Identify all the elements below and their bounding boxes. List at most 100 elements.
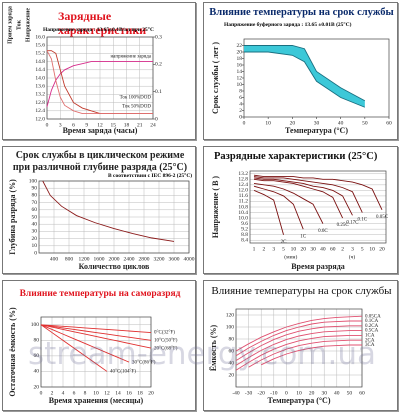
x-tick-label: 60 <box>359 390 365 396</box>
x-unit-label: (ч) <box>349 253 356 260</box>
y2-tick-label: 0 <box>155 116 158 122</box>
chart-panel: 0 10 20 30 40 50 60 70 80 90 100 400 800 1200 1600 2000… <box>2 146 196 274</box>
x-tick-label: 40 <box>338 120 344 126</box>
x-axis-label: Температура (°С) <box>285 126 348 135</box>
y-axis-label: Напряжение ( В ) <box>211 176 220 239</box>
y-tick-label: 10.8 <box>238 204 248 210</box>
y-tick-label: 4 <box>239 101 242 107</box>
series-label: 20°С(68°F) <box>154 346 178 351</box>
series-label: Ток 100%DOD <box>120 96 152 101</box>
x-tick-label: 2 <box>341 246 344 252</box>
x-tick-label: 24 <box>150 122 156 128</box>
x-tick-label: 20 <box>148 390 154 396</box>
chart-title: Влияние температуры на срок службы <box>209 7 394 18</box>
x-axis-label: Время хранения (месяцы) <box>49 396 144 405</box>
x-tick-label: 18 <box>137 390 143 396</box>
series-label: 40°С(104°F) <box>110 370 136 375</box>
y-tick-label: 100 <box>31 322 40 328</box>
x-tick-label: 4 <box>62 390 65 396</box>
series-label: 1C <box>300 234 307 239</box>
y-tick-label: 2 <box>239 108 242 114</box>
chart-subtitle: В соответствии с IEC 896-2 (25°С) <box>108 173 193 179</box>
x-tick-label: 8 <box>84 390 87 396</box>
y-tick-label: 120 <box>226 312 235 318</box>
y-tick-label: 50 <box>32 214 38 220</box>
x-tick-label: 3600 <box>169 256 180 262</box>
series-line <box>253 178 344 219</box>
y-tick-label: 80 <box>32 193 38 199</box>
series-label: напряжение заряда <box>111 55 152 60</box>
y-tick-label: 14.8 <box>35 59 45 65</box>
y-axis-label: Напряжение <box>25 8 31 42</box>
y-tick-label: 8 <box>239 88 242 94</box>
y-tick-label: 60 <box>229 348 235 354</box>
y-tick-label: 18 <box>237 56 243 62</box>
series-line <box>244 45 366 102</box>
y-tick-label: 40 <box>34 369 40 375</box>
series-line <box>253 189 284 235</box>
x-tick-label: 2800 <box>139 256 150 262</box>
chart: 8.48.89.29.610.010.410.811.211.612.012.4… <box>211 170 389 271</box>
x-tick-label: 1600 <box>94 256 105 262</box>
y-tick-label: 8.4 <box>241 237 248 243</box>
x-tick-label: 0 <box>40 390 43 396</box>
x-tick-label: 5 <box>282 246 285 252</box>
y-tick-label: 40 <box>32 221 38 227</box>
chart: 20 40 60 80 100 0 2 4 6 8 10 12 14 16 18 20 Время хранен… <box>8 307 178 405</box>
y-axis-label: Остаточная ёмкость (%) <box>8 307 17 397</box>
series-label: 0.05C <box>376 215 389 220</box>
x-tick-label: 0 <box>243 120 246 126</box>
y-tick-label: 15.2 <box>35 51 45 57</box>
chart-subtitle: Напряжение буферного заряда : 13.65 ±0.0… <box>224 22 352 28</box>
series-line <box>40 324 130 363</box>
series-line <box>253 176 363 213</box>
y-tick-label: 20 <box>32 236 38 242</box>
plot-frame <box>249 170 387 244</box>
y-tick-label: 30 <box>32 229 38 235</box>
x-axis-label: Количество циклов <box>79 262 150 271</box>
y2-tick-label: 0.3 <box>155 34 162 40</box>
x-tick-label: 30 <box>321 390 327 396</box>
x-tick-label: 400 <box>50 256 59 262</box>
y-tick-label: 10 <box>32 243 38 249</box>
y-tick-label: 10.4 <box>238 210 248 216</box>
x-tick-label: 2 <box>262 246 265 252</box>
series-line <box>235 320 362 357</box>
y-axis-label: Прием заряда <box>7 6 13 44</box>
x-tick-label: 40 <box>320 246 326 252</box>
chart: 20 40 60 80 100 120 -40 -30 -20 -10 0 10 20 30 40 50 60 Т… <box>209 308 381 405</box>
series-line <box>42 180 175 242</box>
chart-panel: 12.0 12.4 12.8 13.2 13.6 14.0 14.4 14.8 15.2 15.6… <box>2 2 196 140</box>
y-tick-label: 22 <box>237 43 243 49</box>
x-tick-label: 60 <box>330 246 336 252</box>
series-line <box>253 177 353 216</box>
series-label: 0.2CA <box>365 324 379 329</box>
x-tick-label: -30 <box>245 390 253 396</box>
x-tick-label: 2400 <box>124 256 135 262</box>
plot-frame <box>38 180 190 254</box>
series-line <box>253 174 383 210</box>
chart-subtitle: Напряжение заряда : 13.65±0.1В/ал при 25… <box>43 27 154 33</box>
y-tick-label: 13.2 <box>35 92 45 98</box>
x-tick-label: 10 <box>265 120 271 126</box>
x-tick-label: 40 <box>334 390 340 396</box>
x-tick-label: 10 <box>369 246 375 252</box>
y-axis-label: Ёмкость (%) <box>209 325 218 372</box>
series-label: 0.1C <box>358 218 368 223</box>
x-tick-label: 50 <box>347 390 353 396</box>
y-tick-label: 10.0 <box>238 215 248 221</box>
series-line <box>235 330 362 366</box>
x-tick-label: 20 <box>309 390 315 396</box>
x-tick-label: 14 <box>115 390 121 396</box>
x-tick-label: 2 <box>51 390 54 396</box>
chart-title: Влияние температуры на срок службы <box>211 285 392 297</box>
series-label: 0.6C <box>318 229 328 234</box>
series-line <box>235 325 362 361</box>
chart-panel: 0 2 4 6 8 10 12 14 16 18 20 22 0 10 20 30 40 50 60 Температ… <box>203 2 398 140</box>
y-tick-label: 0 <box>34 250 37 256</box>
y-tick-label: 14.4 <box>35 67 45 73</box>
plot-frame <box>243 38 390 118</box>
x-tick-label: 30 <box>310 246 316 252</box>
x-tick-label: 16 <box>126 390 132 396</box>
